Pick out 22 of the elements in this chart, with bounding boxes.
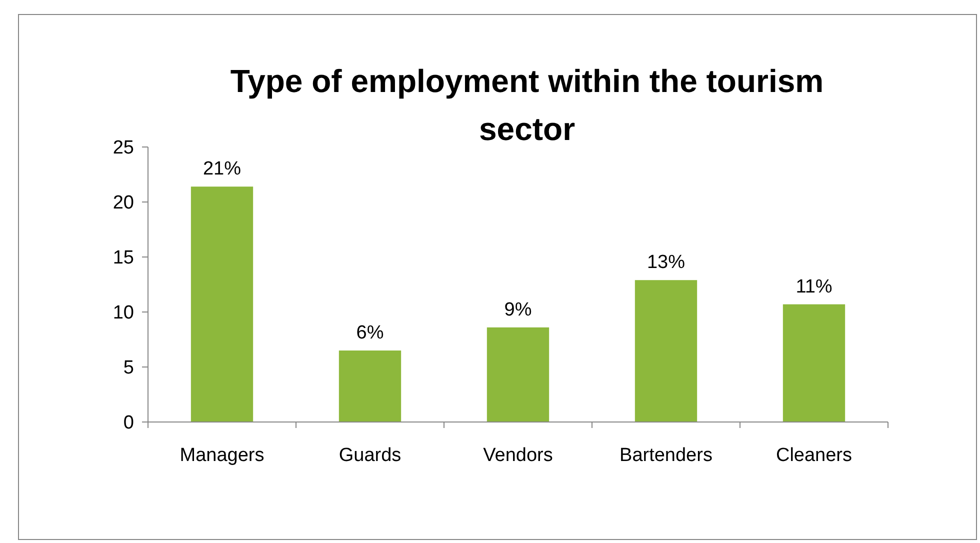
- y-tick-label: 5: [123, 358, 134, 379]
- x-tick-label: Managers: [180, 445, 264, 466]
- data-label: 9%: [504, 299, 532, 320]
- bar: [190, 186, 254, 422]
- data-label: 21%: [202, 158, 242, 180]
- x-tick-label: Guards: [338, 445, 402, 466]
- y-tick-label: 25: [112, 138, 134, 159]
- chart-title: Type of employment within the tourism sector: [230, 63, 824, 147]
- bar: [634, 280, 698, 422]
- y-tick-label: 20: [112, 192, 134, 214]
- x-tick-label: Bartenders: [620, 445, 712, 466]
- data-label: 13%: [646, 252, 686, 274]
- bar: [338, 350, 402, 422]
- y-tick-label: 0: [123, 412, 134, 434]
- data-label: 11%: [796, 276, 832, 298]
- x-tick-label: Cleaners: [776, 445, 852, 466]
- bar: [782, 304, 846, 422]
- x-tick-label: Vendors: [483, 445, 553, 466]
- y-tick-label: 15: [112, 248, 134, 269]
- bar: [486, 327, 550, 422]
- data-label: 6%: [356, 322, 384, 344]
- y-tick-label: 10: [112, 302, 134, 324]
